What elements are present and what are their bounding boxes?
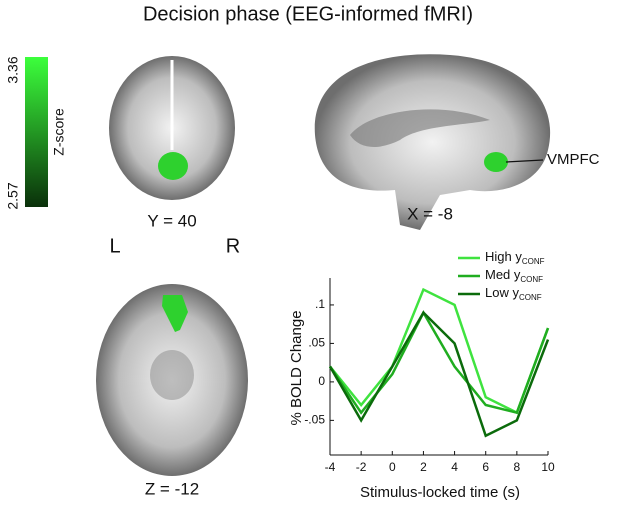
activation [162, 295, 188, 332]
pointer [505, 159, 544, 163]
brain-detail [150, 350, 194, 400]
series-line [329, 287, 550, 415]
x-tick-label: 6 [482, 460, 489, 474]
side-label: R [226, 235, 240, 257]
y-axis-label: % BOLD Change [288, 310, 305, 425]
activation [158, 152, 188, 180]
legend-label: Med yCONF [485, 267, 543, 284]
legend-label: Low yCONF [485, 285, 542, 302]
legend-name: Low y [485, 285, 519, 300]
x-tick-label: 10 [541, 460, 555, 474]
colorbar-label: Z-score [51, 108, 67, 156]
y-tick-label: 0 [318, 374, 325, 388]
series-line [328, 310, 550, 438]
legend-subscript: CONF [522, 257, 545, 266]
x-tick-label: 8 [514, 460, 521, 474]
slice-label: Y = 40 [147, 211, 196, 230]
sagittal-brain [314, 54, 551, 230]
legend-name: High y [485, 249, 522, 264]
legend-label: High yCONF [485, 249, 545, 266]
slice-label: X = -8 [407, 204, 453, 223]
x-tick-label: 2 [420, 460, 427, 474]
y-tick-label: .1 [315, 297, 325, 311]
side-label: L [109, 235, 120, 257]
legend-subscript: CONF [519, 293, 542, 302]
x-tick-label: 0 [389, 460, 396, 474]
x-tick-label: -4 [325, 460, 336, 474]
y-tick-label: -.05 [304, 413, 325, 427]
y-tick-label: .05 [308, 336, 325, 350]
region-label: VMPFC [547, 151, 600, 168]
activation [484, 152, 508, 172]
colorbar-min: 2.57 [5, 182, 21, 209]
x-tick-label: 4 [451, 460, 458, 474]
brain-detail [350, 109, 490, 147]
colorbar [25, 57, 48, 207]
legend-subscript: CONF [520, 275, 543, 284]
legend-name: Med y [485, 267, 521, 282]
title: Decision phase (EEG-informed fMRI) [143, 3, 473, 25]
colorbar-max: 3.36 [5, 56, 21, 83]
series-line [328, 310, 550, 415]
x-axis-label: Stimulus-locked time (s) [360, 484, 520, 501]
slice-label: Z = -12 [145, 479, 199, 498]
x-tick-label: -2 [356, 460, 367, 474]
